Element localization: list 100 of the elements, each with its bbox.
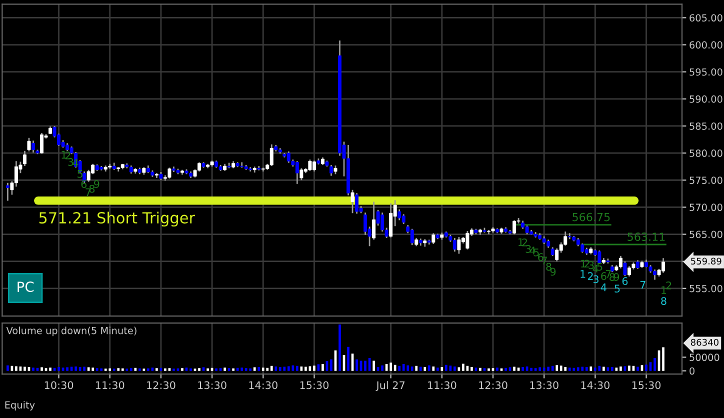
bar [445,364,448,371]
candlestick [6,182,10,202]
annotation: 8 [546,262,552,271]
annotation: 1 [581,260,586,268]
annotation: 6 [601,272,606,280]
candlestick [618,255,622,270]
bar [253,367,256,371]
candlestick [27,137,31,152]
candlestick [40,132,44,154]
bar [164,368,166,371]
bar [636,366,639,371]
bar [87,367,90,371]
bar [330,359,332,371]
bar [436,368,439,371]
bar [504,368,507,371]
y-tick-label: 565.00 [690,230,722,238]
bar [488,368,490,371]
bar [576,367,580,371]
candlestick [466,230,470,250]
bar [190,368,192,371]
bar [322,364,324,371]
bar [151,368,154,371]
bar [66,367,68,371]
bar [270,366,273,371]
bar [568,368,571,371]
bar [62,368,64,371]
bar [394,364,396,371]
bar [449,366,452,371]
bar [547,366,550,371]
bar [415,366,418,371]
candlestick [555,248,559,262]
bar [134,368,137,371]
bar [278,367,282,371]
y-tick-label: 580.00 [690,150,722,157]
bar [313,366,316,371]
x-tick-label: 10:30 [44,381,74,390]
bar [402,364,405,371]
candlestick [295,160,299,185]
annotation: 4 [600,284,606,292]
bar [296,366,298,371]
bar [398,366,401,371]
x-tick-label: 12:30 [479,381,508,390]
bar [224,368,226,371]
annotation: 6 [622,277,628,286]
annotation: 4 [592,264,598,272]
bar [215,368,218,371]
bar [356,359,358,371]
annotation: 1 [580,270,586,278]
bar [92,368,94,371]
bar [479,368,482,371]
bar [440,367,444,371]
annotation: 7 [640,281,646,289]
text: Equity [5,401,35,410]
annotation: 8 [610,273,615,281]
bar [24,366,26,371]
annotation: 3 [68,158,74,166]
candlestick [452,237,456,252]
bar [347,346,350,371]
bar [581,366,584,371]
candlestick [410,228,414,246]
annotation: 2 [584,260,590,268]
y-tick-label: 605.00 [690,14,722,22]
candlestick [168,166,172,180]
annotation: 5 [614,284,620,293]
x-tick-label: 14:30 [249,381,278,390]
candlestick [355,192,359,214]
y-tick-label: 570.00 [690,204,722,212]
bar [121,368,124,371]
bar [517,368,520,371]
candlestick [372,201,376,240]
candlestick [432,232,436,245]
bar [611,367,614,371]
bar [594,368,596,371]
candlestick [308,158,312,172]
annotation: 9 [550,268,556,276]
y-tick-label: 600.00 [690,41,722,49]
annotation: Volume up down(5 Minute) [6,326,136,336]
bar [338,324,341,371]
x-tick-label: 15:30 [632,381,661,390]
ref-line-label: 571.21 Short Trigger [39,212,196,227]
x-tick-label: Jul 27 [376,381,405,392]
bar [181,368,184,371]
bar [6,365,9,371]
bar [406,365,410,371]
bar [462,364,464,371]
bar [266,368,269,371]
bar [372,360,375,371]
bar [534,368,537,371]
bar [83,366,86,371]
candlestick [329,164,333,176]
bar [32,368,34,371]
annotation: 2 [588,272,593,280]
bar [364,360,366,371]
bar [206,368,209,371]
annotation: 5 [597,262,602,271]
bar [117,368,120,371]
y-tick-label: 590.00 [690,95,722,103]
bar [249,368,252,371]
annotation: 3 [588,261,594,270]
bar [40,367,43,371]
